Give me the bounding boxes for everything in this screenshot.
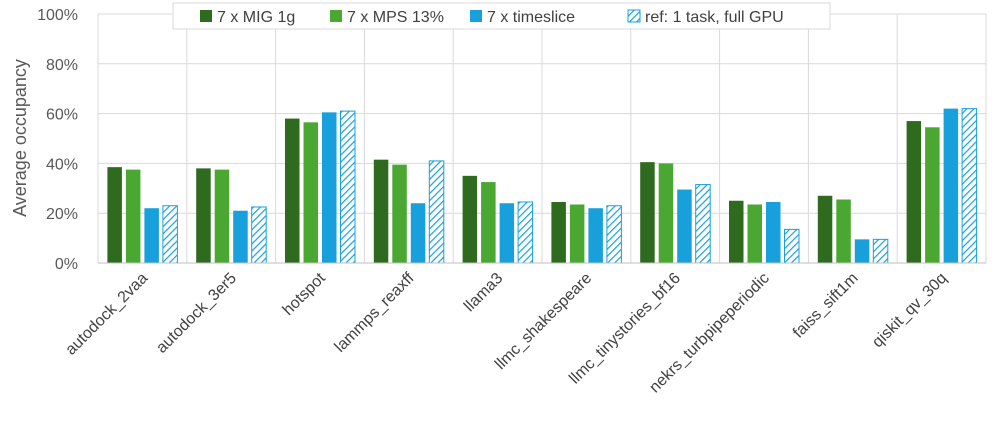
y-axis-title: Average occupancy — [10, 59, 30, 217]
bar — [854, 239, 870, 263]
bar — [729, 200, 744, 263]
bar — [658, 163, 674, 263]
y-tick-label: 40% — [46, 156, 78, 173]
bar — [462, 175, 478, 263]
bar — [125, 169, 141, 263]
bar — [144, 208, 159, 263]
bar — [836, 199, 851, 263]
bar — [695, 184, 711, 264]
bar — [303, 122, 318, 263]
bar — [373, 159, 389, 263]
grid-lines — [97, 13, 987, 264]
bar — [481, 182, 496, 263]
bar — [640, 162, 655, 263]
bar — [677, 189, 692, 263]
x-tick-label: llama3 — [461, 270, 506, 315]
bar — [233, 210, 248, 263]
legend-label: 7 x timeslice — [487, 9, 575, 26]
bar — [925, 127, 940, 263]
bar — [322, 112, 337, 263]
x-tick-label: hotspot — [280, 269, 330, 319]
bar — [285, 118, 300, 263]
bar — [766, 201, 781, 263]
bar — [196, 168, 211, 263]
x-tick-label: autodock_2vaa — [62, 270, 151, 359]
legend: 7 x MIG 1g 7 x MPS 13% 7 x timeslice ref: 1… — [172, 2, 831, 30]
bar — [784, 228, 800, 264]
legend-label: 7 x MIG 1g — [217, 9, 295, 26]
bar — [107, 167, 122, 263]
y-tick-label: 100% — [37, 7, 78, 24]
y-tick-label: 60% — [46, 107, 78, 124]
bar — [606, 205, 622, 264]
bar — [906, 121, 922, 263]
x-tick-label: qiskit_qv_30q — [869, 270, 950, 351]
x-tick-label: autodock_3er5 — [153, 270, 240, 357]
bar — [340, 110, 356, 264]
bar — [162, 205, 178, 264]
x-tick-label: llmc_shakespeare — [492, 270, 595, 373]
legend-swatch — [627, 9, 641, 23]
legend-label: 7 x MPS 13% — [347, 9, 444, 26]
bar — [214, 169, 230, 263]
x-tick-label: lammps_reaxff — [332, 269, 418, 355]
bar — [428, 160, 445, 264]
legend-label: ref: 1 task, full GPU — [645, 9, 784, 26]
bar — [817, 195, 833, 263]
bar — [410, 203, 426, 263]
bars — [107, 108, 978, 264]
bar — [961, 108, 978, 264]
bar — [392, 164, 407, 263]
bar — [499, 203, 515, 263]
bar — [251, 206, 267, 264]
y-tick-label: 80% — [46, 57, 78, 74]
legend-box — [172, 2, 831, 30]
x-tick-label: faiss_sift1m — [790, 270, 862, 342]
legend-swatch — [470, 10, 482, 22]
y-tick-label: 0% — [55, 256, 78, 273]
bar — [517, 201, 534, 264]
bar — [943, 108, 959, 264]
bar — [551, 201, 566, 263]
bar — [588, 208, 603, 263]
bar — [569, 204, 585, 263]
bar — [747, 204, 762, 263]
legend-swatch — [200, 10, 212, 22]
bar — [872, 238, 889, 264]
legend-swatch — [330, 10, 342, 22]
y-tick-label: 20% — [46, 206, 78, 223]
